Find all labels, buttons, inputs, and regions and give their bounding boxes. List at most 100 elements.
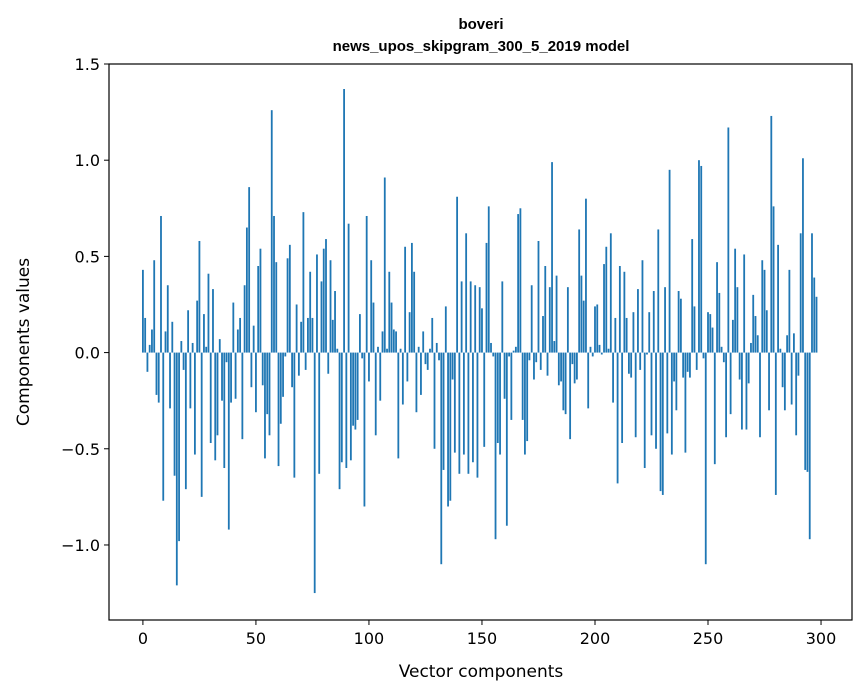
bar-44 <box>241 352 244 440</box>
bar-182 <box>553 341 556 353</box>
bar-110 <box>390 302 393 353</box>
bar-293 <box>804 352 807 470</box>
bar-56 <box>268 352 271 436</box>
bar-137 <box>451 352 454 380</box>
y-axis: −1.0 −0.5 0.0 0.5 1.0 1.5 <box>61 55 109 555</box>
bar-20 <box>187 310 190 353</box>
bar-241 <box>686 352 689 372</box>
bar-2 <box>146 352 149 372</box>
bar-57 <box>270 110 273 353</box>
x-tick-label: 300 <box>806 629 837 648</box>
y-tick-label: 0.0 <box>75 344 100 363</box>
bar-13 <box>171 321 174 353</box>
bar-68 <box>295 304 298 353</box>
bar-295 <box>808 352 811 540</box>
bar-111 <box>392 329 395 353</box>
bar-256 <box>720 346 723 353</box>
bar-30 <box>209 352 212 444</box>
bar-267 <box>745 352 748 430</box>
bar-186 <box>562 352 565 411</box>
bar-33 <box>216 352 219 436</box>
bar-212 <box>621 352 624 444</box>
bar-118 <box>408 312 411 353</box>
bar-148 <box>476 352 479 478</box>
bar-127 <box>429 348 431 353</box>
bar-195 <box>582 300 585 353</box>
bar-196 <box>585 198 587 353</box>
bar-243 <box>691 239 694 353</box>
bar-39 <box>230 352 232 403</box>
bar-287 <box>790 352 793 405</box>
bar-142 <box>462 352 465 455</box>
bar-112 <box>395 331 397 353</box>
bar-217 <box>632 312 635 353</box>
bar-83 <box>329 260 332 353</box>
bar-85 <box>334 291 336 353</box>
bar-232 <box>666 352 669 434</box>
bar-87 <box>338 352 341 490</box>
bar-54 <box>264 352 266 459</box>
bar-74 <box>309 271 312 353</box>
bar-296 <box>811 233 813 353</box>
bar-191 <box>573 352 576 384</box>
bar-260 <box>729 352 732 415</box>
bar-49 <box>252 325 255 353</box>
bar-158 <box>499 352 501 455</box>
bar-78 <box>318 352 321 474</box>
bar-161 <box>505 352 508 526</box>
bar-102 <box>372 302 375 353</box>
bar-135 <box>447 352 449 507</box>
bar-226 <box>652 291 655 353</box>
bar-69 <box>297 352 300 376</box>
bar-193 <box>578 229 581 353</box>
bar-246 <box>698 160 700 353</box>
bar-6 <box>155 352 158 395</box>
bar-65 <box>288 244 291 353</box>
bar-207 <box>609 233 612 353</box>
bar-21 <box>189 352 192 409</box>
y-tick-label: −0.5 <box>61 440 100 459</box>
bar-284 <box>783 352 786 411</box>
bar-153 <box>487 206 490 353</box>
bar-63 <box>284 352 287 357</box>
bar-231 <box>664 287 666 353</box>
bar-93 <box>352 352 355 426</box>
bar-19 <box>184 352 187 490</box>
bar-114 <box>399 348 402 353</box>
bar-128 <box>431 317 434 353</box>
plot-frame <box>108 63 853 621</box>
bar-130 <box>435 342 438 353</box>
bars-group <box>142 89 820 594</box>
bar-177 <box>542 316 544 353</box>
bar-286 <box>788 269 791 353</box>
bar-76 <box>313 352 316 594</box>
bar-134 <box>444 306 447 353</box>
bar-46 <box>245 227 248 353</box>
bar-194 <box>580 275 583 353</box>
bar-204 <box>603 264 605 353</box>
bar-163 <box>510 352 513 420</box>
bar-170 <box>526 352 529 442</box>
bar-22 <box>191 342 194 353</box>
bar-222 <box>643 352 646 469</box>
bar-35 <box>221 352 223 401</box>
bar-279 <box>772 206 775 353</box>
bar-95 <box>356 352 359 420</box>
bar-105 <box>379 352 382 401</box>
bar-99 <box>365 215 368 353</box>
bar-297 <box>813 277 816 353</box>
bar-3 <box>148 344 151 353</box>
bar-25 <box>198 240 201 353</box>
bar-197 <box>587 352 590 409</box>
bar-164 <box>512 350 515 353</box>
bar-298 <box>815 296 818 353</box>
bar-214 <box>625 317 628 353</box>
bar-1 <box>144 317 147 353</box>
bar-283 <box>781 352 784 388</box>
bar-206 <box>607 348 610 353</box>
bar-271 <box>754 316 757 353</box>
bar-37 <box>225 352 228 363</box>
bar-55 <box>266 352 269 415</box>
bar-132 <box>440 352 443 565</box>
bar-242 <box>689 352 691 378</box>
